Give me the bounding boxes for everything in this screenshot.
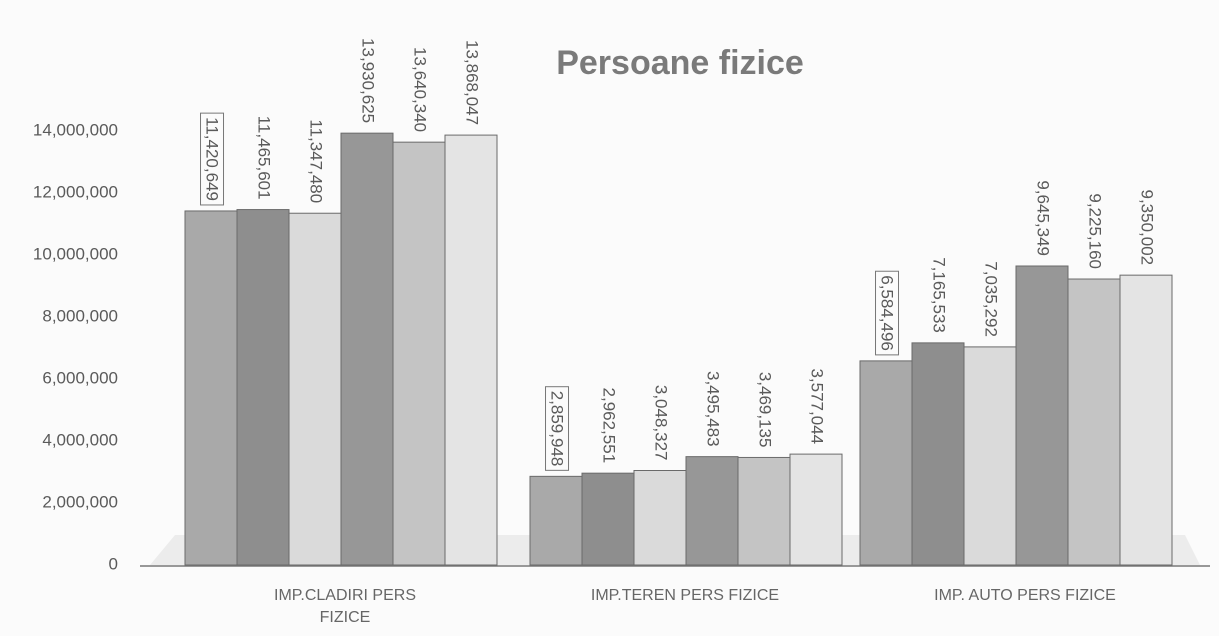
data-label: 2,859,948: [548, 391, 567, 467]
bar: [529, 475, 583, 566]
bar: [685, 456, 739, 566]
bar: [1015, 265, 1069, 566]
y-tick-label: 4,000,000: [42, 430, 118, 449]
bar: [633, 470, 687, 566]
x-tick-label: IMP.TEREN PERS FIZICE: [590, 587, 780, 604]
data-label: 3,048,327: [652, 385, 671, 461]
y-tick-label: 0: [109, 554, 118, 573]
label-box: [875, 270, 900, 356]
bar: [1067, 278, 1121, 566]
bar: [236, 209, 290, 566]
data-label: 11,420,649: [203, 117, 222, 201]
data-label: 11,465,601: [255, 116, 274, 200]
bar: [184, 210, 238, 566]
data-label: 7,165,533: [930, 257, 949, 333]
bar: [1119, 274, 1173, 566]
data-label: 11,347,480: [307, 119, 326, 203]
bar: [581, 472, 635, 566]
y-tick-label: 6,000,000: [42, 368, 118, 387]
x-tick-label: IMP. AUTO PERS FIZICE: [934, 587, 1116, 604]
data-label: 13,640,340: [411, 47, 430, 132]
data-label: 13,868,047: [463, 40, 482, 125]
bar: [288, 212, 342, 566]
y-tick-label: 2,000,000: [42, 492, 118, 511]
data-label: 3,577,044: [808, 368, 827, 444]
data-label: 3,469,135: [756, 372, 775, 448]
y-tick-label: 10,000,000: [33, 244, 118, 263]
y-tick-label: 14,000,000: [33, 120, 118, 139]
data-label: 7,035,292: [982, 261, 1001, 337]
bar: [911, 342, 965, 566]
data-label: 13,930,625: [359, 38, 378, 123]
y-tick-label: 12,000,000: [33, 182, 118, 201]
bar: [444, 134, 498, 566]
label-box: [545, 386, 570, 471]
bar: [737, 456, 791, 566]
data-label: 6,584,496: [878, 275, 897, 351]
x-tick-label: IMP.CLADIRI PERS FIZICE: [274, 587, 416, 626]
data-label: 2,962,551: [600, 388, 619, 464]
y-tick-label: 8,000,000: [42, 306, 118, 325]
data-label: 9,225,160: [1086, 193, 1105, 269]
bar: [392, 141, 446, 566]
bar: [340, 132, 394, 566]
chart-title: Persoane fizice: [556, 44, 804, 82]
bar: [963, 346, 1017, 566]
data-label: 9,350,002: [1138, 190, 1157, 266]
bar: [789, 453, 843, 566]
bar: [859, 360, 913, 566]
label-box: [200, 112, 225, 206]
data-label: 3,495,483: [704, 371, 723, 447]
data-label: 9,645,349: [1034, 180, 1053, 256]
